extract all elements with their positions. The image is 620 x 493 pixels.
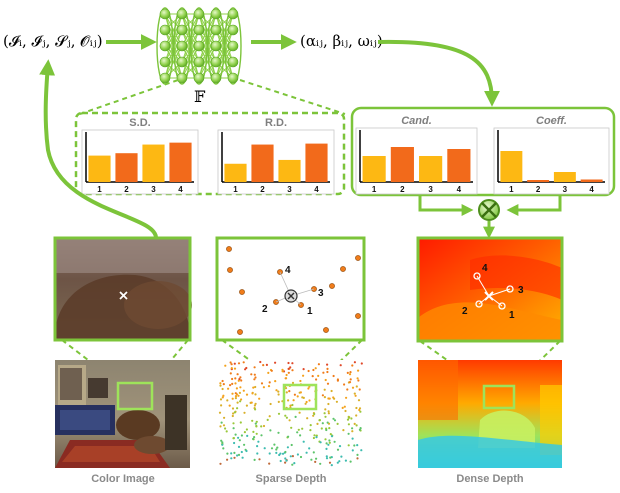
bar-tick-label: 2 [260,185,265,194]
network-symbol: 𝔽 [194,87,206,106]
sparse-zoom-panel: 1 2 3 4 [215,236,366,342]
bar-tick-label: 3 [287,185,292,194]
bar-panel-2: R.D. 1 2 3 4 [217,117,335,195]
dense-point-label-4: 4 [482,263,488,274]
dense-point-label-2: 2 [462,306,468,317]
sparse-depth-label: Sparse Depth [256,473,327,485]
bar-tick-label: 2 [400,185,405,194]
bar [224,163,247,182]
bar-tick-label: 1 [233,185,238,194]
zoom-line-left [79,79,179,115]
bar-tick-label: 4 [457,185,462,194]
bar-tick-label: 4 [178,185,183,194]
coeff-merge-arrow [506,195,562,216]
bar-tick-label: 2 [124,185,129,194]
coeff-arrow [377,39,500,107]
dense-zoom-panel: 1 2 3 4 [416,236,564,343]
bar-tick-label: 1 [372,185,377,194]
otimes-icon [478,199,500,221]
bar-panel-title: Cand. [401,115,432,127]
sparse-point-label-1: 1 [307,306,313,317]
sparse-point-label-4: 4 [285,265,291,276]
color-image [55,360,190,468]
color-target-icon [119,291,128,300]
bar-tick-label: 3 [151,185,156,194]
sparse-zoom-line-right [315,339,363,386]
dense-depth-image [418,360,562,468]
input-tuple: (𝓘ᵢ, 𝓘ⱼ, 𝓢ⱼ, 𝓞ᵢⱼ) [3,32,103,50]
output-tuple: (αᵢⱼ, βᵢⱼ, ωᵢⱼ) [300,32,383,50]
network-icon [156,7,242,85]
bar-panel-title: R.D. [265,117,287,129]
bar [500,151,523,182]
bar-tick-label: 2 [536,185,541,194]
dense-point-label-3: 3 [518,285,524,296]
bar-panel-4: Coeff. 1 2 3 4 [493,115,610,195]
bar [142,144,165,182]
bar-panel-1: S.D. 1 2 3 4 [81,117,199,195]
bar [527,180,550,182]
bar [390,147,414,182]
bar-tick-label: 3 [428,185,433,194]
color-zoom-panel [53,236,192,342]
bar [553,172,576,182]
bar [115,153,138,182]
bar [278,159,301,182]
bar [251,144,274,182]
cand-merge-arrow [418,195,474,216]
bar-tick-label: 4 [589,185,594,194]
bar-tick-label: 1 [509,185,514,194]
dense-zoom-line-right [513,340,561,387]
bar-tick-label: 3 [563,185,568,194]
bar [362,156,386,182]
bar-panel-title: Coeff. [536,115,567,127]
bar [419,156,443,182]
color-input-arrow [39,59,158,239]
bar [88,155,111,182]
bar [447,149,471,182]
dense-depth-label: Dense Depth [456,473,524,485]
bar [305,143,328,182]
dense-target-icon [484,291,494,301]
sparse-point-label-2: 2 [262,304,268,315]
prediction-group [350,106,616,197]
bar-panel-3: Cand. 1 2 3 4 [355,115,478,195]
sparse-target-icon [284,289,298,303]
bar [580,179,603,182]
sparse-point-label-3: 3 [318,288,324,299]
zoom-line-right [239,79,346,115]
bar-panel-title: S.D. [129,117,150,129]
dense-point-label-1: 1 [509,310,515,321]
features-group [74,111,346,196]
bar-tick-label: 4 [314,185,319,194]
bar-tick-label: 1 [97,185,102,194]
bar [169,142,192,182]
sparse-depth-image [218,360,364,468]
color-image-label: Color Image [91,473,155,485]
